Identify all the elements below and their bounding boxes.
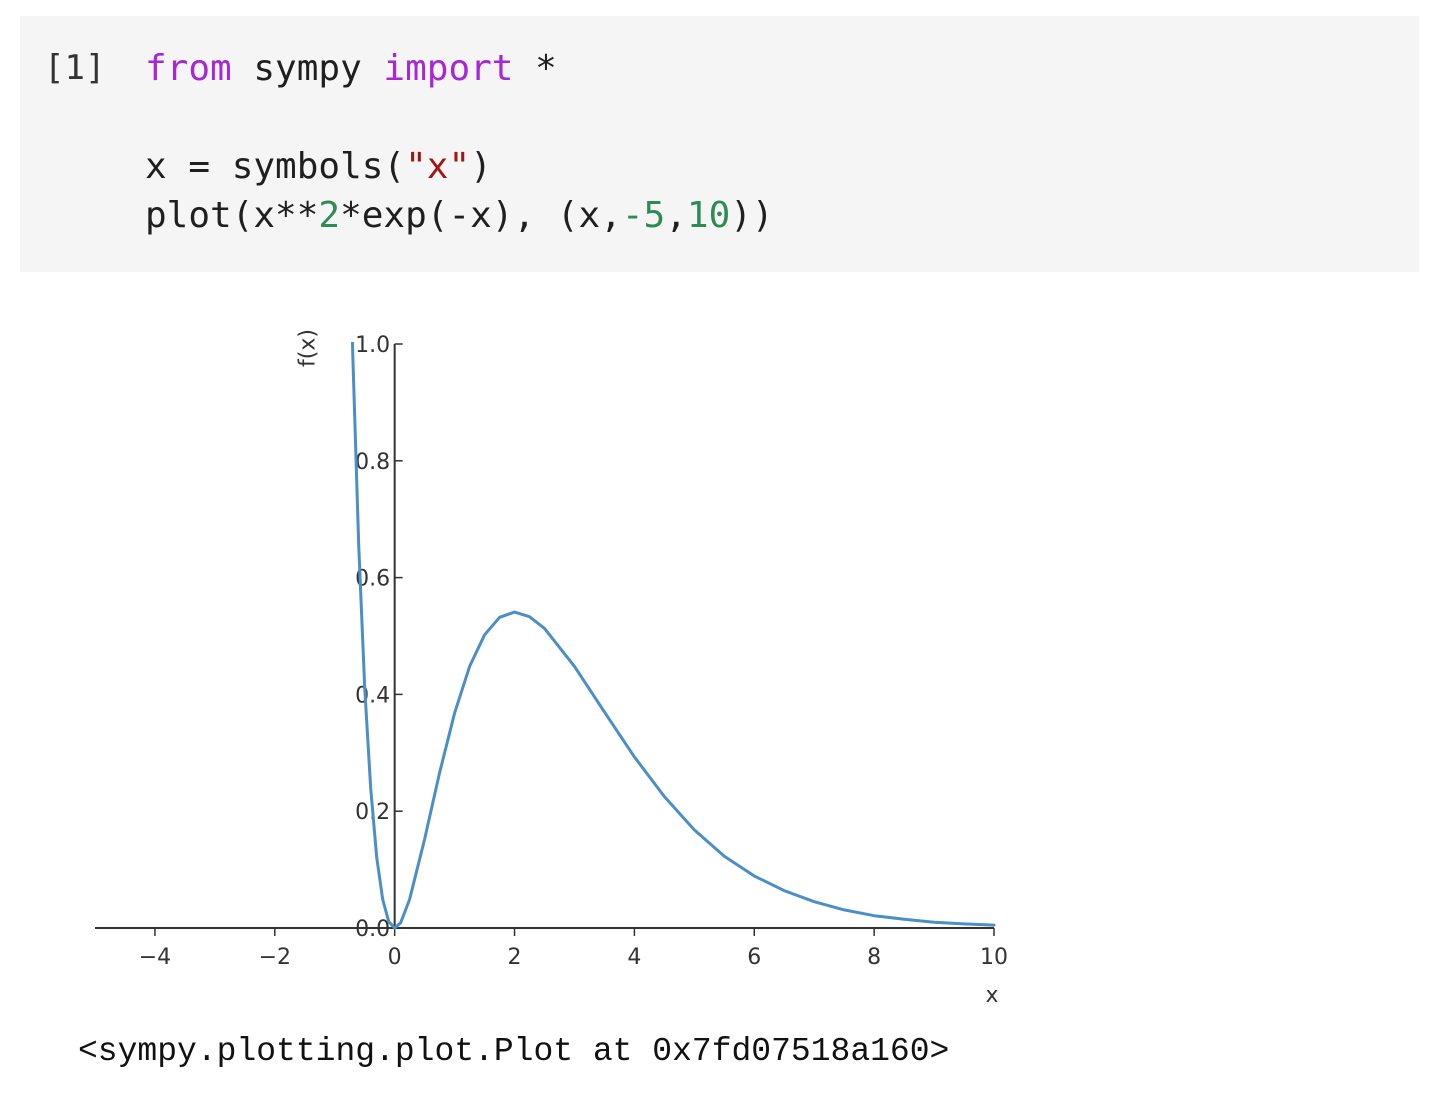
code-token: ))	[730, 195, 774, 236]
code-line: x = symbols("x")	[145, 142, 774, 191]
code-token: *exp(-x), (x,	[340, 195, 622, 236]
x-tick-label: 10	[980, 945, 1008, 970]
code-token: import	[383, 48, 514, 89]
code-line	[145, 93, 774, 142]
code-token: -5	[621, 195, 666, 236]
code-token: 2	[318, 195, 341, 236]
y-tick-label: 1.0	[355, 333, 390, 358]
plot-series	[350, 342, 996, 930]
output-repr-text: <sympy.plotting.plot.Plot at 0x7fd07518a…	[78, 1033, 950, 1070]
y-tick-label: 0.4	[355, 683, 390, 708]
cell-prompt: [1]	[44, 48, 106, 88]
code-token: "x"	[405, 146, 471, 187]
x-tick-label: 2	[508, 945, 522, 970]
code-token: 10	[686, 195, 731, 236]
code-editor[interactable]: from sympy import * x = symbols("x") plot(…	[145, 44, 774, 240]
code-token: x = symbols(	[145, 146, 406, 187]
code-line: plot(x**2*exp(-x), (x,-5,10))	[145, 191, 774, 240]
code-token: sympy	[231, 48, 384, 89]
y-axis-label: f(x)	[296, 329, 321, 367]
y-tick-label: 0.0	[355, 917, 390, 942]
series-line	[350, 342, 996, 930]
code-token: *	[513, 48, 557, 89]
plot-ticks: −4 −2 0 2 4 6 8 100.00.20.40.60.81.0	[139, 333, 1008, 970]
x-tick-label: −2	[259, 945, 291, 970]
x-axis-label: x	[985, 983, 998, 1008]
x-tick-label: −4	[139, 945, 171, 970]
x-tick-label: 0	[388, 945, 402, 970]
x-tick-label: 4	[627, 945, 641, 970]
plot-axes: x f(x)	[95, 329, 999, 1008]
code-token: from	[145, 48, 232, 89]
plot-output: xf(x) −4 −2 0 2 4 6 8 100.00.20.40.60.81.0	[95, 329, 1008, 1008]
code-token: )	[470, 146, 492, 187]
code-cell[interactable]	[20, 16, 1419, 272]
code-token: ,	[665, 195, 687, 236]
y-tick-label: 0.8	[355, 450, 390, 475]
x-tick-label: 8	[867, 945, 881, 970]
x-tick-label: 6	[747, 945, 761, 970]
code-token: plot(x**	[145, 195, 319, 236]
code-line: from sympy import *	[145, 44, 774, 93]
